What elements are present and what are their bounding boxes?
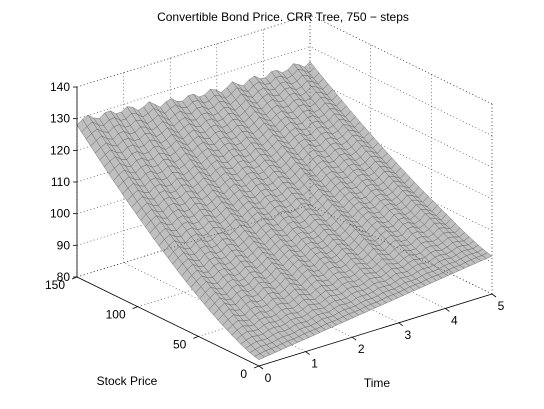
axis-lines — [71, 14, 497, 370]
axis-line — [258, 293, 493, 367]
x-tick-label: 5 — [498, 299, 505, 313]
gridline-z-sidewall — [309, 46, 493, 136]
z-tick-label: 100 — [50, 207, 70, 221]
x-axis-label: Time — [364, 376, 391, 390]
y-tick-mark — [193, 335, 199, 339]
y-axis-label: Stock Price — [97, 374, 158, 388]
y-tick-label: 50 — [173, 337, 187, 351]
price-surface — [76, 61, 493, 360]
box-edge — [76, 204, 311, 278]
x-tick-mark — [305, 351, 310, 355]
box-edge — [76, 14, 311, 88]
z-tick-label: 140 — [50, 80, 70, 94]
z-tick-label: 110 — [51, 175, 70, 189]
y-tick-label: 150 — [45, 278, 65, 292]
x-tick-label: 0 — [265, 371, 272, 385]
z-tick-label: 90 — [57, 238, 71, 252]
x-tick-label: 1 — [311, 357, 318, 371]
y-tick-label: 100 — [106, 308, 126, 322]
z-tick-label: 120 — [50, 143, 70, 157]
box-edge — [309, 204, 493, 295]
surface-cell — [254, 353, 265, 360]
y-tick-mark — [253, 365, 260, 369]
x-tick-mark — [351, 336, 357, 341]
box-edge — [309, 14, 493, 105]
x-tick-mark — [398, 322, 404, 327]
gridline-z-backwall — [76, 46, 311, 119]
x-tick-label: 4 — [451, 313, 458, 327]
y-tick-label: 0 — [240, 367, 247, 381]
chart-title: Convertible Bond Price. CRR Tree, 750 − … — [157, 10, 409, 24]
x-tick-label: 2 — [358, 342, 365, 356]
axis-line — [76, 276, 260, 367]
gridline-z-sidewall — [309, 78, 493, 168]
gridline-x-floor — [123, 262, 306, 352]
x-tick-mark — [445, 308, 450, 312]
x-tick-mark — [491, 293, 497, 298]
x-tick-label: 3 — [404, 328, 411, 342]
z-tick-label: 80 — [57, 270, 71, 284]
y-tick-mark — [132, 306, 138, 310]
z-tick-label: 130 — [50, 112, 70, 126]
x-tick-mark — [258, 365, 264, 370]
